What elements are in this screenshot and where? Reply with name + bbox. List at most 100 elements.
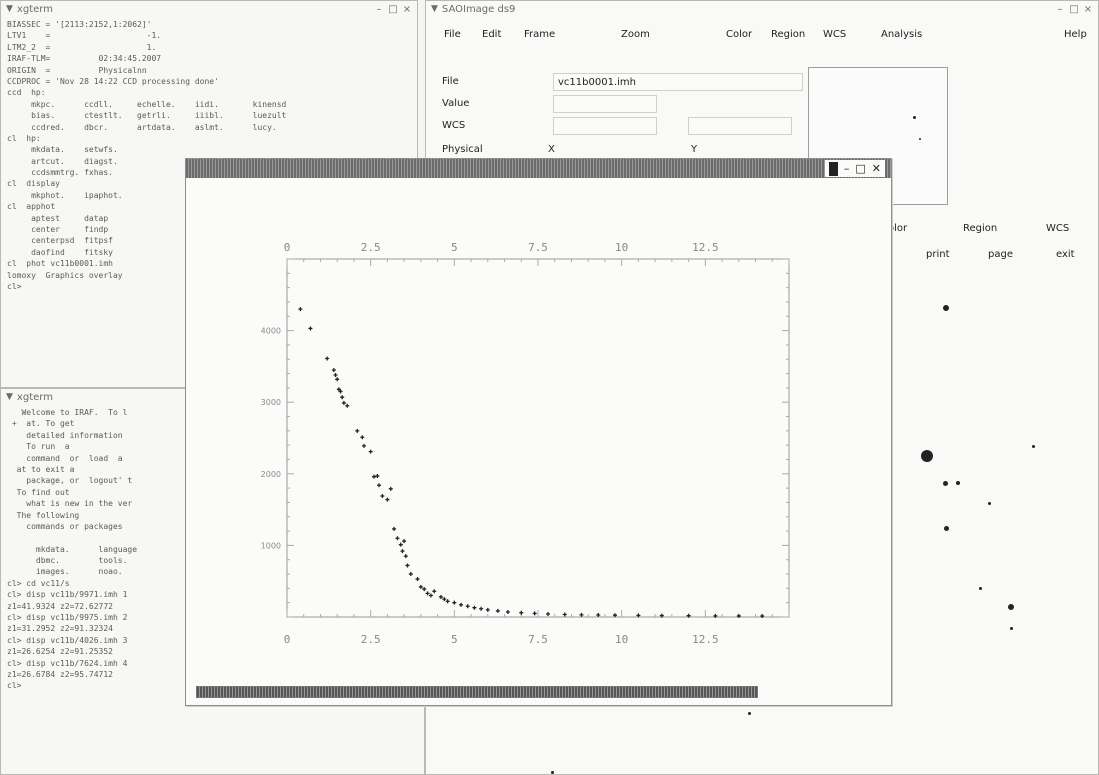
x-tick-label-top: 2.5	[361, 241, 381, 254]
irafterm-titlebar[interactable]: ▼ xgterm	[1, 389, 424, 405]
terminal-line: bias. ctestlt. getrli. iiibl. luezult	[7, 111, 287, 121]
data-point	[395, 536, 400, 541]
xgterm-titlebar[interactable]: ▼ xgterm – □ ×	[1, 1, 417, 17]
terminal-line: z1=26.6254 z2=91.25352	[7, 647, 113, 657]
x-tick-label-top: 10	[615, 241, 628, 254]
image-star	[921, 450, 933, 462]
data-point	[472, 605, 477, 610]
button-region[interactable]: Region	[963, 223, 998, 234]
data-point	[546, 611, 551, 616]
terminal-line: mkphot. ipaphot.	[7, 190, 123, 200]
menu-wcs[interactable]: WCS	[823, 29, 847, 40]
data-point	[368, 449, 373, 454]
menu-help[interactable]: Help	[1064, 29, 1087, 40]
data-point	[402, 539, 407, 544]
info-physical-y-label: Y	[691, 144, 698, 155]
image-star	[943, 305, 949, 311]
info-file-value: vc11b0001.imh	[553, 73, 803, 91]
terminal-line: LTV1 = -1.	[7, 31, 162, 41]
data-point	[398, 542, 403, 547]
terminal-line: images. noao.	[7, 567, 123, 577]
data-point	[579, 612, 584, 617]
button-print[interactable]: print	[926, 249, 950, 260]
menu-zoom[interactable]: Zoom	[621, 29, 650, 40]
irafterm-graph-window[interactable]: 0 0 2.5 2.5 5 5 7.5 7.5 10 10 12.5 12.5 1000 2000 3000…	[185, 158, 892, 706]
data-point	[388, 486, 393, 491]
irafterm-terminal-output[interactable]: Welcome to IRAF. To l + at. To get detai…	[1, 405, 424, 694]
x-tick-label-bottom: 2.5	[361, 633, 381, 646]
close-icon[interactable]: ×	[402, 3, 412, 15]
button-color[interactable]: Color	[881, 223, 908, 234]
menu-frame[interactable]: Frame	[524, 29, 556, 40]
terminal-line: Welcome to IRAF. To l	[7, 408, 128, 417]
ds9-image-canvas[interactable]	[491, 271, 1098, 774]
menu-file[interactable]: File	[444, 29, 461, 40]
terminal-line: mkdata. language	[7, 544, 138, 554]
terminal-line: command or load a	[7, 453, 123, 463]
data-point	[428, 593, 433, 598]
terminal-line: z1=26.6784 z2=95.74712	[7, 669, 113, 679]
graph-close-icon[interactable]: ✕	[871, 162, 881, 175]
data-point	[636, 613, 641, 618]
image-star	[944, 526, 949, 531]
graph-titlebar[interactable]: irafterm – □ ✕	[186, 159, 891, 178]
data-point	[465, 604, 470, 609]
x-tick-label-bottom: 5	[451, 633, 458, 646]
button-page[interactable]: page	[988, 249, 1013, 260]
menu-color[interactable]: Color	[726, 29, 753, 40]
button-wcs[interactable]: WCS	[1046, 223, 1070, 234]
data-point	[345, 403, 350, 408]
data-point	[385, 497, 390, 502]
info-physical-x-label: X	[548, 144, 555, 155]
minimize-icon[interactable]: –	[376, 3, 382, 15]
data-point	[760, 613, 765, 618]
x-tick-label-top: 5	[451, 241, 458, 254]
terminal-line: cl> disp vc11b/7624.imh 4	[7, 658, 128, 668]
ds9-titlebar[interactable]: ▼ SAOImage ds9 – □ ×	[426, 1, 1098, 17]
data-point	[612, 613, 617, 618]
x-tick-label-top: 7.5	[528, 241, 548, 254]
maximize-icon[interactable]: □	[388, 3, 398, 15]
terminal-line: ccdred. dbcr. artdata. aslmt. lucy.	[7, 122, 277, 132]
x-tick-label-top: 0	[284, 241, 291, 254]
xgterm-terminal-output[interactable]: BIASSEC = '[2113:2152,1:2062]' LTV1 = -1.…	[1, 17, 417, 294]
data-point	[372, 474, 377, 479]
terminal-line: To find out	[7, 487, 70, 497]
terminal-line: cl> disp vc11b/9971.imh 1	[7, 590, 128, 600]
terminal-line: cl> disp vc11b/4026.imh 3	[7, 635, 128, 645]
info-value-field	[553, 95, 657, 113]
window-menu-icon[interactable]: ▼	[6, 4, 13, 14]
terminal-line: cl>	[7, 281, 22, 291]
terminal-line: cl> disp vc11b/9975.imh 2	[7, 613, 128, 623]
data-point	[298, 307, 303, 312]
image-star	[943, 481, 948, 486]
data-point	[325, 356, 330, 361]
graph-resize-icon[interactable]	[828, 161, 838, 176]
minimize-icon[interactable]: –	[1057, 3, 1063, 15]
data-point	[425, 591, 430, 596]
ds9-menubar: File Edit Frame Zoom Color Region WCS An…	[426, 17, 1098, 53]
window-menu-icon[interactable]: ▼	[6, 392, 13, 402]
y-tick-label: 1000	[261, 541, 281, 550]
terminal-line: cl phot vc11b0001.imh	[7, 259, 113, 269]
plot-canvas[interactable]: 0 0 2.5 2.5 5 5 7.5 7.5 10 10 12.5 12.5 1000 2000 3000…	[186, 159, 893, 707]
x-tick-label-bottom: 12.5	[692, 633, 719, 646]
data-point	[380, 493, 385, 498]
graph-maximize-icon[interactable]: □	[855, 162, 866, 175]
data-point	[341, 400, 346, 405]
graph-minimize-icon[interactable]: –	[843, 162, 850, 175]
info-wcs-field-2	[688, 117, 792, 135]
data-point	[360, 435, 365, 440]
terminal-line: ORIGIN = Physicalnn	[7, 65, 147, 75]
menu-edit[interactable]: Edit	[482, 29, 502, 40]
close-icon[interactable]: ×	[1083, 3, 1093, 15]
data-point	[308, 326, 313, 331]
menu-analysis[interactable]: Analysis	[881, 29, 923, 40]
button-exit[interactable]: exit	[1056, 249, 1075, 260]
terminal-line: package, or logout' t	[7, 476, 133, 486]
data-point	[505, 609, 510, 614]
maximize-icon[interactable]: □	[1069, 3, 1079, 15]
window-menu-icon[interactable]: ▼	[431, 4, 438, 14]
menu-region[interactable]: Region	[771, 29, 806, 40]
terminal-line: mkdata. setwfs.	[7, 145, 118, 155]
